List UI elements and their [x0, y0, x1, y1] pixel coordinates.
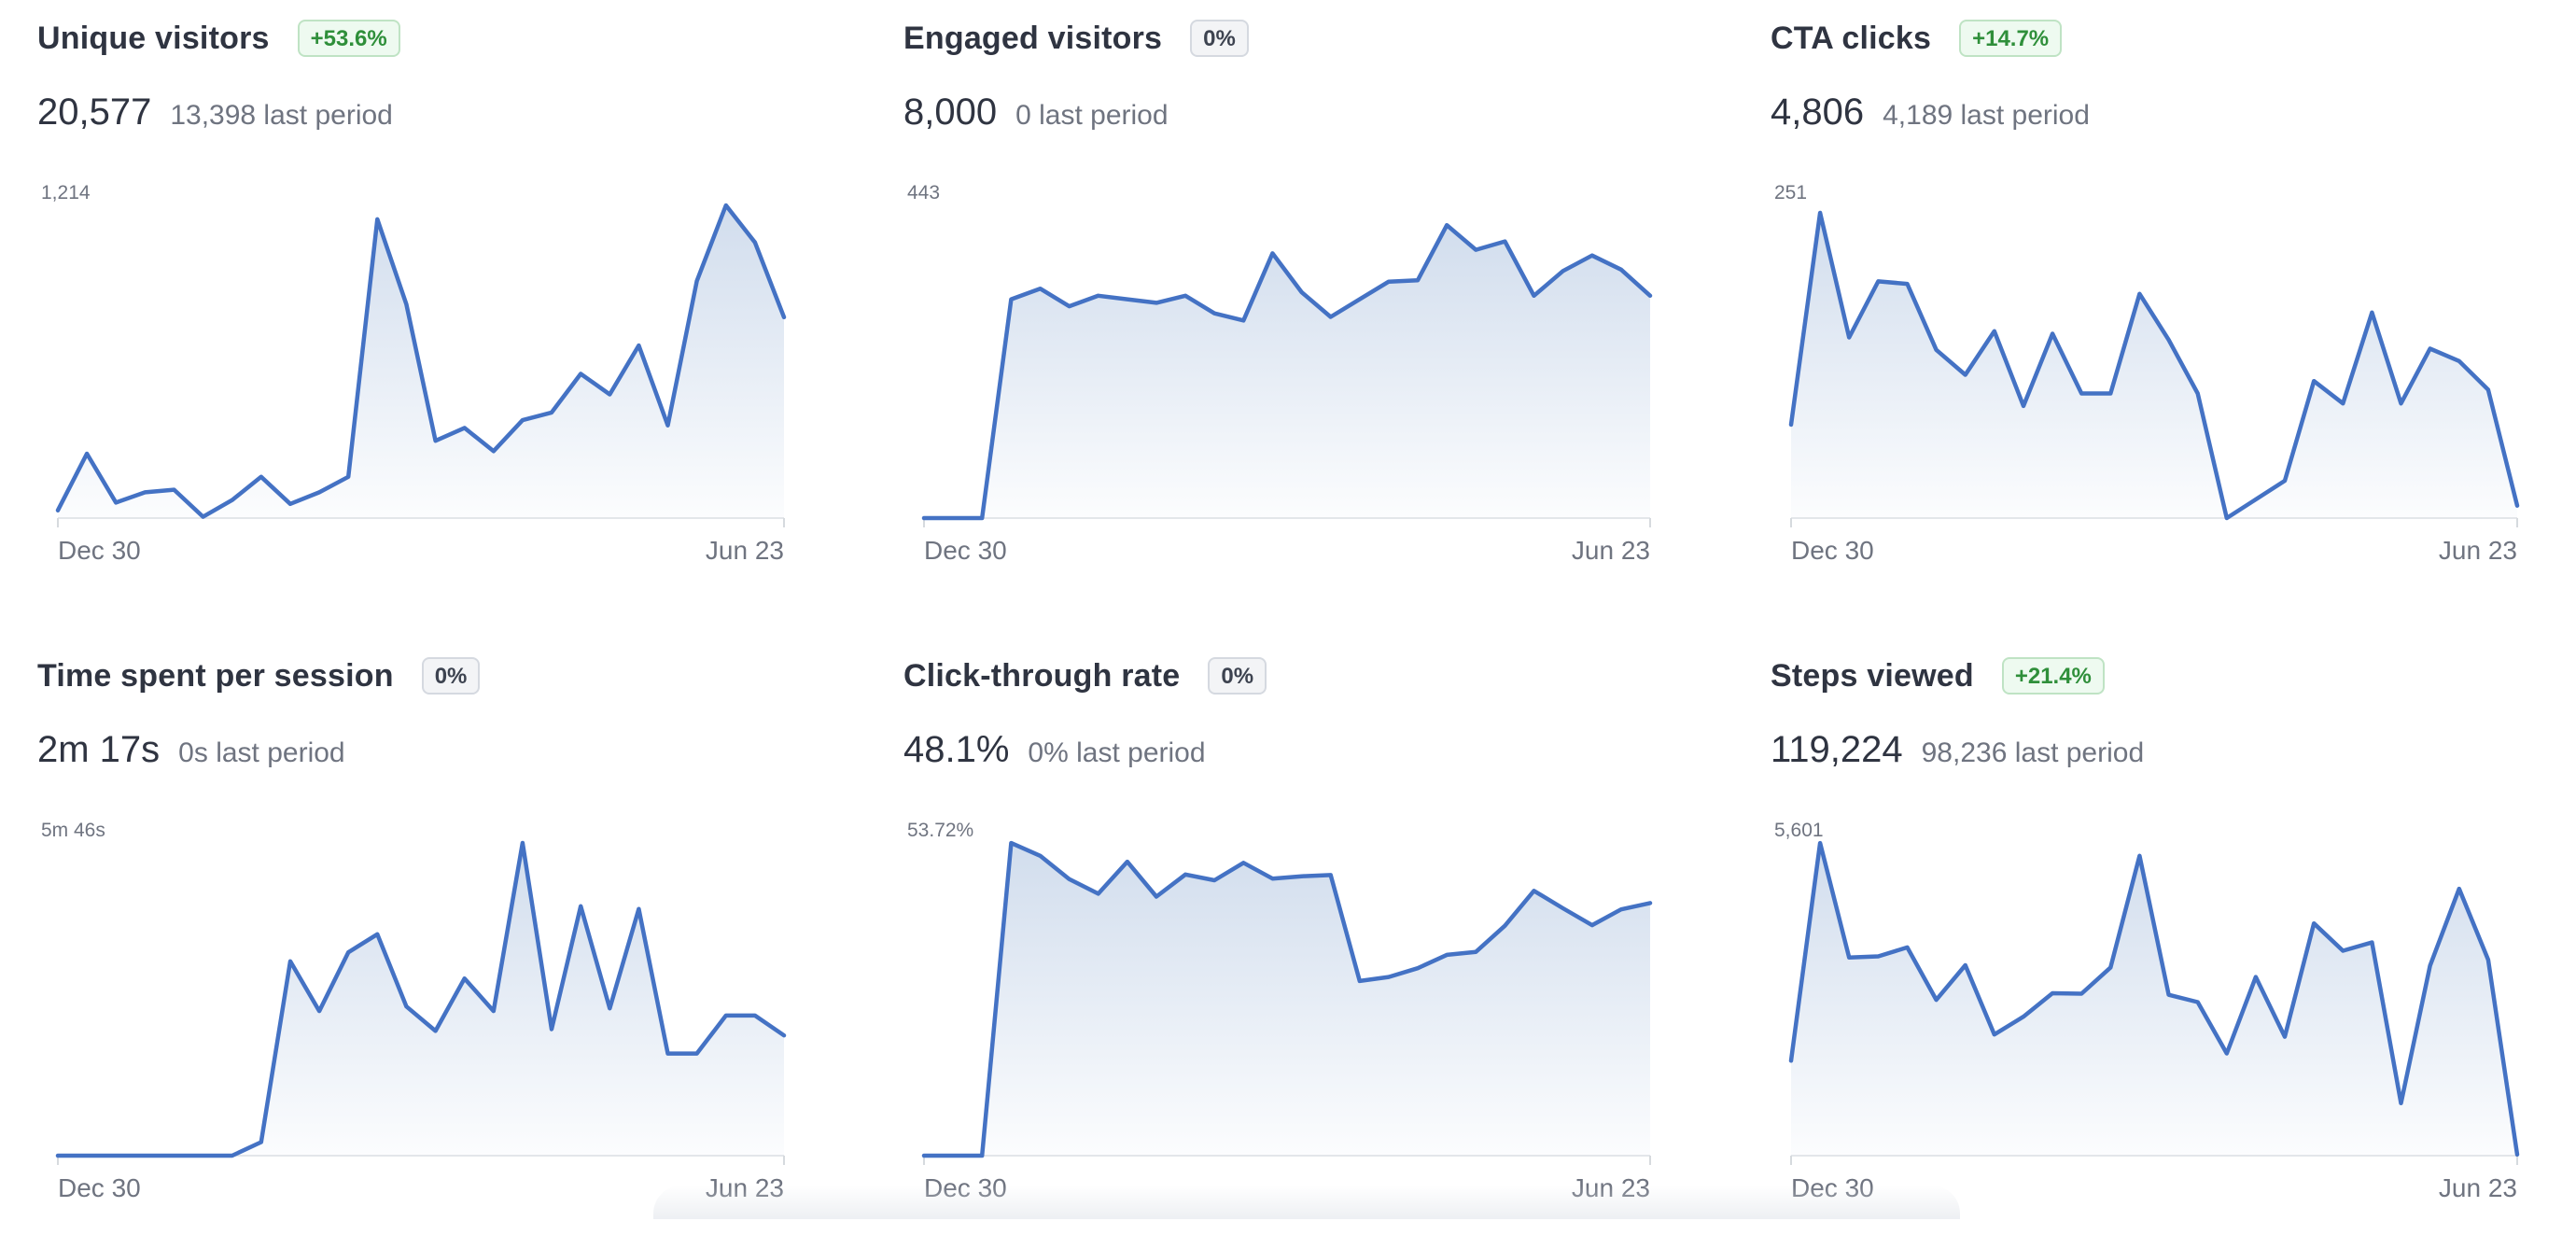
series-area [1791, 843, 2517, 1156]
metric-title: Click-through rate [903, 657, 1181, 694]
x-tick-label-start: Dec 30 [58, 536, 141, 565]
series-area [58, 205, 784, 518]
series-line [1788, 210, 2520, 521]
series-line [921, 222, 1653, 521]
metric-card: Time spent per session 0% 2m 17s 0s last pe… [37, 638, 803, 1235]
trend-chart: 251 Dec 30 Jun 23 [1774, 182, 2520, 565]
series-line [55, 840, 787, 1158]
x-tick-label-end: Jun 23 [706, 536, 784, 565]
change-badge: +53.6% [297, 20, 400, 57]
metric-value: 20,577 [37, 91, 152, 133]
change-badge: 0% [1208, 657, 1267, 695]
change-badge: +21.4% [2001, 657, 2105, 695]
change-badge: 0% [1190, 20, 1249, 57]
metric-value: 48.1% [903, 729, 1010, 770]
metric-value: 8,000 [903, 91, 998, 133]
metric-card: Steps viewed +21.4% 119,224 98,236 last per… [1771, 638, 2536, 1235]
series-area [924, 843, 1650, 1156]
metric-stats: 4,806 4,189 last period [1771, 91, 2090, 133]
y-max-label: 251 [1774, 182, 1807, 203]
metric-value: 4,806 [1771, 91, 1865, 133]
metric-card: Engaged visitors 0% 8,000 0 last period 443 D… [903, 0, 1669, 597]
metric-title: Steps viewed [1771, 657, 1974, 694]
previous-period-value: 0 last period [1015, 100, 1169, 131]
series-line [921, 840, 1653, 1158]
previous-period-value: 13,398 last period [170, 100, 393, 131]
metric-stats: 20,577 13,398 last period [37, 91, 393, 133]
series-line [1788, 840, 2520, 1158]
scroll-shadow [653, 1186, 1960, 1219]
metric-header: CTA clicks +14.7% [1771, 0, 2063, 77]
series-area [58, 843, 784, 1156]
x-tick-label-start: Dec 30 [924, 536, 1007, 565]
x-tick-label-start: Dec 30 [58, 1173, 141, 1202]
y-max-label: 1,214 [41, 182, 91, 203]
metric-card: Unique visitors +53.6% 20,577 13,398 last p… [37, 0, 803, 597]
previous-period-value: 4,189 last period [1883, 100, 2090, 131]
previous-period-value: 98,236 last period [1921, 737, 2145, 768]
metric-header: Engaged visitors 0% [903, 0, 1249, 77]
metric-value: 2m 17s [37, 729, 161, 770]
trend-chart: 1,214 Dec 30 Jun 23 [41, 182, 787, 565]
metric-header: Steps viewed +21.4% [1771, 638, 2105, 714]
metric-stats: 119,224 98,236 last period [1771, 729, 2144, 771]
x-tick-label-start: Dec 30 [1791, 536, 1874, 565]
series-line [55, 203, 787, 519]
metric-stats: 48.1% 0% last period [903, 729, 1206, 771]
x-tick-label-end: Jun 23 [2439, 1173, 2517, 1202]
metric-header: Click-through rate 0% [903, 638, 1267, 714]
x-tick-label-end: Jun 23 [2439, 536, 2517, 565]
metric-header: Time spent per session 0% [37, 638, 481, 714]
metric-stats: 8,000 0 last period [903, 91, 1169, 133]
y-max-label: 5m 46s [41, 820, 105, 841]
x-tick-label-end: Jun 23 [1572, 536, 1650, 565]
y-max-label: 53.72% [907, 820, 973, 841]
previous-period-value: 0s last period [178, 737, 345, 768]
series-area [924, 225, 1650, 518]
previous-period-value: 0% last period [1028, 737, 1206, 768]
series-area [1791, 213, 2517, 518]
metric-title: CTA clicks [1771, 20, 1932, 56]
metric-title: Engaged visitors [903, 20, 1163, 56]
change-badge: 0% [421, 657, 481, 695]
metric-title: Time spent per session [37, 657, 394, 694]
metric-value: 119,224 [1771, 729, 1903, 770]
metric-card: Click-through rate 0% 48.1% 0% last period 5… [903, 638, 1669, 1235]
change-badge: +14.7% [1959, 20, 2063, 57]
metric-card: CTA clicks +14.7% 4,806 4,189 last period 25… [1771, 0, 2536, 597]
metric-title: Unique visitors [37, 20, 270, 56]
trend-chart: 443 Dec 30 Jun 23 [907, 182, 1653, 565]
metric-header: Unique visitors +53.6% [37, 0, 400, 77]
y-max-label: 5,601 [1774, 820, 1824, 841]
metric-stats: 2m 17s 0s last period [37, 729, 345, 771]
y-max-label: 443 [907, 182, 940, 203]
